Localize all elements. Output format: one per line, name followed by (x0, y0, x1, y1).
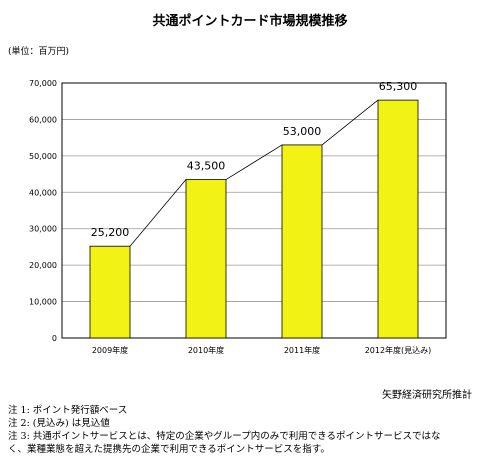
data-label: 65,300 (379, 80, 418, 93)
data-label: 25,200 (91, 226, 130, 239)
note-3: 注 3: 共通ポイントサービスとは、特定の企業やグループ内のみで利用できるポイン… (8, 431, 441, 442)
y-tick-label: 60,000 (29, 115, 57, 124)
bar (377, 99, 419, 339)
trend-line-segment (129, 179, 187, 247)
y-tick-label: 70,000 (29, 79, 57, 88)
notes: 注 1: ポイント発行額ベース 注 2: (見込み) は見込値 注 3: 共通ポ… (8, 404, 496, 456)
y-tick-label: 40,000 (29, 188, 57, 197)
y-tick-label: 50,000 (29, 152, 57, 161)
y-tick-label: 10,000 (29, 298, 57, 307)
data-label: 53,000 (283, 125, 322, 138)
note-1: 注 1: ポイント発行額ベース (8, 405, 128, 416)
chart-title: 共通ポイントカード市場規模推移 (152, 14, 348, 29)
y-tick-label: 0 (52, 334, 57, 343)
x-tick-label: 2011年度 (284, 345, 320, 355)
source-credit: 矢野経済研究所推計 (382, 390, 472, 401)
trend-line-segment (225, 144, 283, 180)
bar (89, 245, 131, 339)
note-2: 注 2: (見込み) は見込値 (8, 418, 110, 429)
y-tick-label: 20,000 (29, 261, 57, 270)
trend-line-segment (321, 99, 379, 146)
x-tick-label: 2009年度 (92, 345, 128, 355)
x-tick-label: 2012年度(見込み) (365, 345, 432, 355)
data-label: 43,500 (187, 160, 226, 173)
unit-label: (単位：百万円) (8, 47, 70, 57)
x-tick-label: 2010年度 (188, 345, 224, 355)
bar (281, 144, 323, 339)
bar (185, 179, 227, 339)
plot-frame (61, 82, 447, 339)
y-tick-label: 30,000 (29, 225, 57, 234)
note-3-continued: く、業種業態を超えた提携先の企業で利用できるポイントサービスを指す。 (8, 444, 330, 455)
